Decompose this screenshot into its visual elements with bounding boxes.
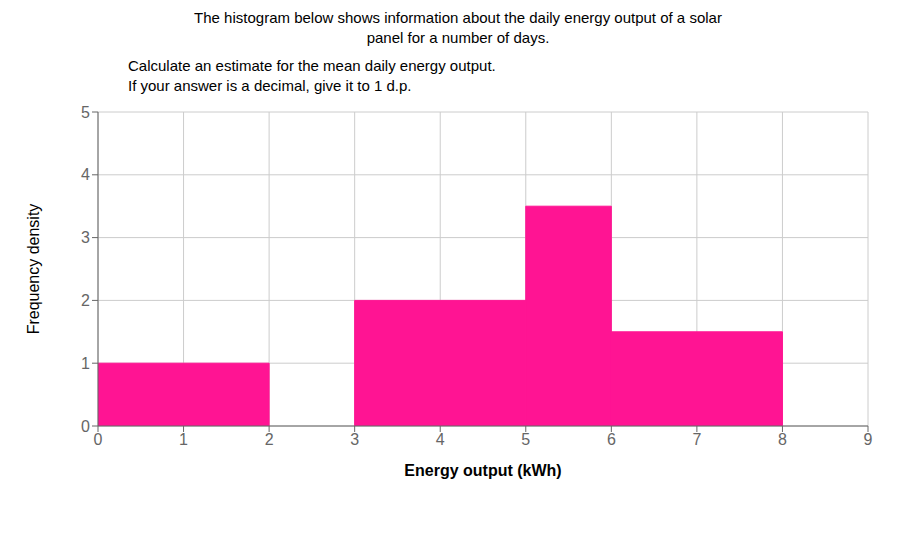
svg-text:5: 5 xyxy=(81,104,90,121)
svg-text:6: 6 xyxy=(607,431,616,448)
svg-text:9: 9 xyxy=(864,431,873,448)
svg-text:0: 0 xyxy=(94,431,103,448)
svg-text:4: 4 xyxy=(81,166,90,183)
svg-text:2: 2 xyxy=(81,292,90,309)
svg-text:5: 5 xyxy=(521,431,530,448)
svg-text:3: 3 xyxy=(350,431,359,448)
svg-text:Frequency density: Frequency density xyxy=(25,204,42,335)
svg-text:4: 4 xyxy=(436,431,445,448)
svg-text:Energy output (kWh): Energy output (kWh) xyxy=(404,462,561,479)
svg-text:1: 1 xyxy=(81,355,90,372)
html-text:The histogram below shows info: The histogram below shows information ab… xyxy=(194,9,722,26)
html-text:panel for a number of days.: panel for a number of days. xyxy=(366,29,550,46)
svg-text:7: 7 xyxy=(692,431,701,448)
svg-text:2: 2 xyxy=(265,431,274,448)
svg-text:0: 0 xyxy=(81,418,90,435)
svg-text:3: 3 xyxy=(81,229,90,246)
html-text:Calculate an estimate for the: Calculate an estimate for the mean daily… xyxy=(128,57,496,74)
html-text:If your answer is a decimal, g: If your answer is a decimal, give it to … xyxy=(128,77,412,94)
svg-text:8: 8 xyxy=(778,431,787,448)
svg-text:1: 1 xyxy=(179,431,188,448)
